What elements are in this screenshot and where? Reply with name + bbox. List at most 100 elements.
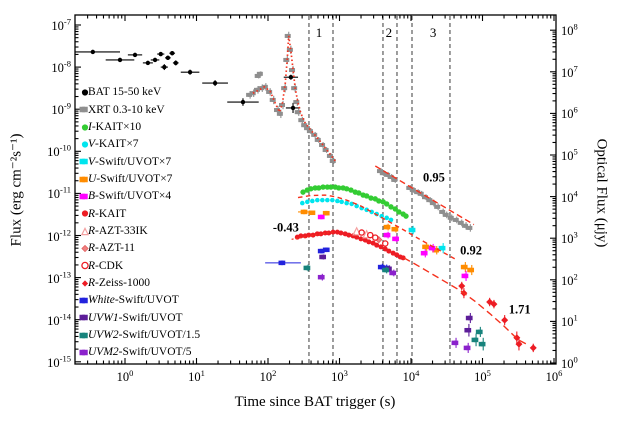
region-label-2: 2 [385, 25, 393, 40]
y-left-tick-10e-11: 10-11 [47, 185, 71, 202]
legend-item-xrt-0-3-10-kev: XRT 0.3-10 keV [79, 103, 165, 117]
legend-label: V-KAIT×7 [88, 138, 139, 151]
slope-label--0.43: -0.43 [272, 220, 299, 235]
y-right-tick-10e8: 108 [561, 21, 578, 39]
legend-marker-circle [81, 89, 89, 96]
x-tick-10e0: 100 [116, 368, 134, 385]
legend-item-r-azt-33ik: R-AZT-33IK [79, 225, 148, 239]
legend-item-u-swift-uvot-7: U-Swift/UVOT×7 [79, 173, 172, 187]
legend-item-r-azt-11: R-AZT-11 [79, 242, 135, 256]
legend-label: BAT 15-50 keV [88, 86, 162, 99]
x-tick-10e6: 106 [545, 368, 563, 385]
legend-item-v-kait-7: V-KAIT×7 [79, 138, 139, 152]
legend-item-i-kait-10: I-KAIT×10 [79, 121, 141, 135]
legend-marker-circle [81, 124, 89, 131]
plot-area [75, 16, 537, 363]
legend-item-uvw1-swift-uvot: UVW1-Swift/UVOT [79, 311, 183, 325]
x-tick-10e5: 105 [474, 368, 491, 385]
fit-line-r-rise-fit [291, 231, 335, 240]
series-xrt-0-3-10-kev [246, 31, 473, 232]
slope-label-1.71: 1.71 [508, 302, 531, 317]
series-r-cdk [358, 229, 389, 247]
y-right-tick-10e3: 103 [561, 229, 578, 247]
y-left-tick-10e-13: 10-13 [47, 269, 71, 286]
y-left-tick-10e-7: 10-7 [51, 16, 71, 33]
legend-marker-diamond [81, 280, 89, 287]
legend-marker-square [79, 159, 88, 165]
legend-label: R-Zeiss-1000 [88, 276, 150, 289]
legend-item-bat-15-50-kev: BAT 15-50 keV [79, 86, 161, 100]
legend-marker-square [79, 193, 88, 200]
series-uvw2-swift-uvot-1-5 [303, 264, 486, 351]
x-tick-10e1: 101 [188, 368, 205, 385]
series-uvm2-swift-uvot-5 [317, 269, 471, 353]
y-right-tick-10e0: 100 [561, 354, 578, 371]
y-right-tick-10e1: 101 [561, 313, 578, 330]
y-left-tick-10e-15: 10-15 [47, 353, 71, 370]
legend-item-b-swift-uvot-4: B-Swift/UVOT×4 [79, 190, 171, 204]
legend-label: V-Swift/UVOT×7 [88, 155, 172, 168]
series-bat-15-50-kev [75, 49, 301, 113]
legend-marker-square [79, 332, 88, 338]
axes-frame [74, 14, 557, 365]
fit-line-optical-decay-fit [297, 194, 456, 260]
legend-marker-circle [81, 141, 89, 148]
legend-marker-square [79, 315, 88, 321]
x-tick-10e3: 103 [331, 368, 348, 385]
x-axis-title: Time since BAT trigger (s) [234, 394, 396, 410]
legend-item-v-swift-uvot-7: V-Swift/UVOT×7 [79, 155, 171, 169]
region-label-3: 3 [429, 25, 437, 40]
legend-label: I-KAIT×10 [88, 120, 142, 133]
legend-label: UVW1-Swift/UVOT [88, 311, 183, 324]
y-right-tick-10e7: 107 [561, 63, 578, 80]
legend-item-r-kait: R-KAIT [79, 207, 126, 221]
legend-label: R-CDK [88, 259, 124, 272]
legend-item-r-cdk: R-CDK [79, 259, 123, 273]
legend-label: UVW2-Swift/UVOT/1.5 [88, 328, 201, 341]
legend-marker-circle [81, 210, 89, 217]
y-left-tick-10e-12: 10-12 [47, 227, 71, 244]
legend-marker-diamond-light [81, 244, 89, 253]
series-i-kait-10 [300, 184, 409, 219]
y-right-tick-10e2: 102 [561, 271, 578, 288]
y-axis-right-title: Optical Flux (μjy) [593, 138, 610, 248]
series-v-swift-uvot-7 [408, 225, 446, 254]
legend-marker-square [79, 349, 88, 356]
legend-label: R-KAIT [88, 207, 127, 220]
y-left-tick-10e-9: 10-9 [51, 100, 71, 118]
y-left-tick-10e-8: 10-8 [51, 58, 71, 75]
y-right-tick-10e6: 106 [561, 105, 578, 122]
slope-label-0.95: 0.95 [422, 170, 445, 185]
legend-label: White-Swift/UVOT [88, 294, 179, 307]
legend-marker-square [79, 297, 88, 304]
legend-label: U-Swift/UVOT×7 [88, 172, 173, 185]
fit-line-late-decay-fit [403, 257, 529, 346]
series-white-swift-uvot [265, 247, 389, 272]
y-left-tick-10e-10: 10-10 [47, 142, 71, 160]
legend-label: R-AZT-33IK [88, 224, 148, 237]
region-boundary-lines [308, 16, 451, 363]
fit-line-xrt-flare-model [252, 35, 338, 164]
y-right-tick-10e4: 104 [561, 188, 578, 205]
series-u-swift-uvot-7 [298, 209, 475, 276]
legend-label: B-Swift/UVOT×4 [88, 190, 172, 203]
fit-line-xrt-decay-fit [374, 165, 475, 226]
legend-item-uvm2-swift-uvot-5: UVM2-Swift/UVOT/5 [79, 346, 192, 360]
y-left-tick-10e-14: 10-14 [47, 311, 71, 328]
y-right-tick-10e5: 105 [561, 146, 578, 163]
legend-marker-square [79, 176, 88, 182]
legend-item-r-zeiss-1000: R-Zeiss-1000 [79, 277, 150, 291]
y-axis-left-title: Flux (erg cm⁻²s⁻¹) [8, 133, 25, 247]
series-b-swift-uvot-4 [317, 214, 469, 281]
x-tick-10e2: 102 [259, 368, 277, 385]
legend-item-white-swift-uvot: White-Swift/UVOT [79, 294, 179, 308]
x-tick-10e4: 104 [402, 368, 420, 385]
legend-marker-square [79, 107, 88, 113]
legend-label: UVM2-Swift/UVOT/5 [88, 346, 192, 359]
legend-label: XRT 0.3-10 keV [88, 103, 165, 116]
slope-label-0.92: 0.92 [460, 243, 482, 258]
legend-item-uvw2-swift-uvot-1-5: UVW2-Swift/UVOT/1.5 [79, 329, 200, 343]
series-v-kait-7 [300, 197, 394, 223]
